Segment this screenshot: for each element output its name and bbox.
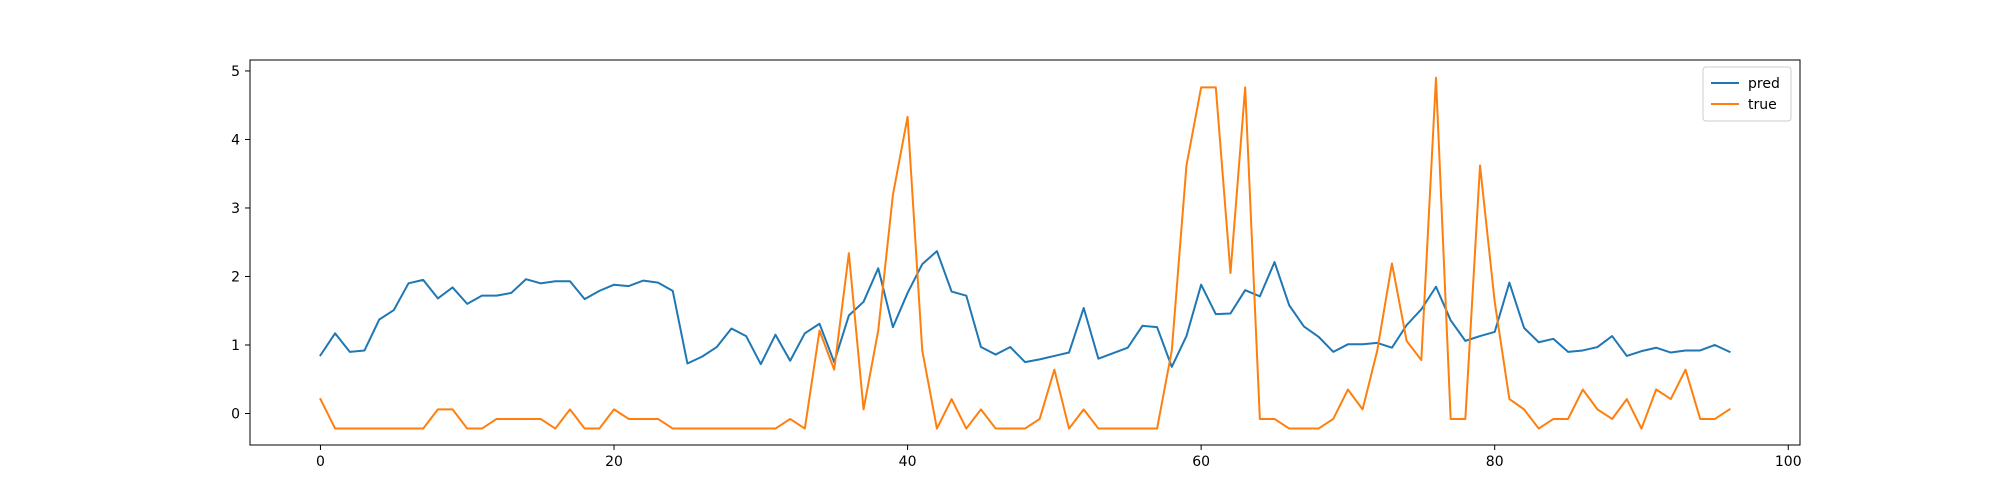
x-tick-label: 100 [1775, 454, 1802, 470]
y-tick-label: 4 [231, 132, 240, 148]
x-tick-label: 60 [1192, 454, 1210, 470]
legend-box [1702, 66, 1792, 122]
series-line-pred [319, 250, 1731, 368]
x-axis: 0 20 40 60 80 100 [316, 445, 1802, 470]
axes-frame [249, 59, 1801, 446]
y-tick-label: 2 [231, 269, 240, 285]
x-tick-label: 40 [899, 454, 917, 470]
plot-area [250, 60, 1800, 445]
y-tick-label: 1 [231, 338, 240, 354]
y-tick-label: 0 [231, 406, 240, 422]
x-tick-label: 0 [316, 454, 325, 470]
legend-label-pred: pred [1748, 76, 1780, 92]
x-tick-label: 20 [605, 454, 623, 470]
legend: pred true [1702, 66, 1792, 122]
series-layer [319, 76, 1731, 430]
legend-label-true: true [1748, 97, 1777, 113]
y-axis: 0 1 2 3 4 5 [231, 64, 250, 422]
y-tick-label: 5 [231, 64, 240, 80]
x-tick-label: 80 [1486, 454, 1504, 470]
series-line-true [319, 76, 1731, 430]
y-tick-label: 3 [231, 201, 240, 217]
